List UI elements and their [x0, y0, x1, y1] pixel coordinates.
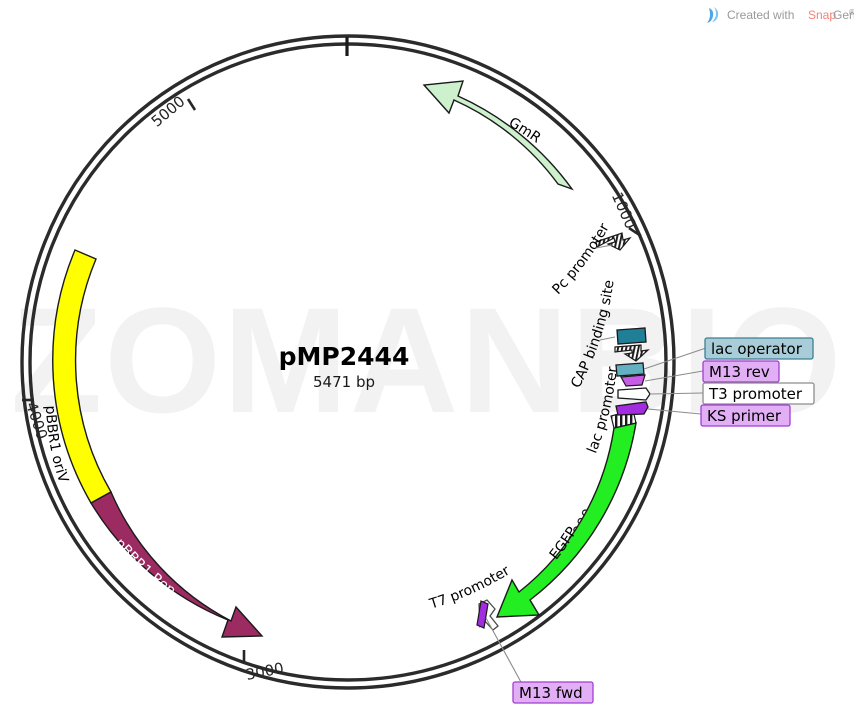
feature-cap-binding-site[interactable]: [616, 327, 647, 345]
snapgene-attribution: Created with Snap Gene ®: [707, 7, 854, 23]
callout-label-m13-fwd: M13 fwd: [519, 684, 583, 702]
leader-cap-binding-site-internal: [599, 336, 616, 341]
feature-m13-fwd[interactable]: [476, 600, 489, 629]
snapgene-logo-icon: [707, 7, 719, 23]
callout-label-lac-operator: lac operator: [711, 340, 803, 358]
feature-gmr[interactable]: GmR: [422, 80, 574, 191]
plasmid-name: pMP2444: [279, 342, 410, 371]
feature-pbbr1-rep[interactable]: pBBR1 Rep: [90, 491, 264, 638]
callout-label-ks-primer: KS primer: [707, 407, 782, 425]
attribution-brand-b: Gene: [833, 8, 854, 22]
callout-ks-primer[interactable]: KS primer: [700, 404, 791, 427]
feature-label-t7-promoter: T7 promoter: [427, 563, 513, 613]
callout-label-m13-rev: M13 rev: [709, 363, 770, 381]
feature-pc-promoter-glyph[interactable]: [595, 232, 632, 251]
feature-label-pbbr1-rep: pBBR1 Rep: [111, 535, 178, 599]
callout-lac-operator[interactable]: lac operator: [704, 337, 814, 360]
feature-lac-operator[interactable]: [615, 362, 645, 377]
feature-m13-rev[interactable]: [620, 374, 646, 387]
feature-t3-promoter[interactable]: [617, 387, 651, 401]
attribution-registered-mark: ®: [848, 8, 854, 17]
feature-ks-primer[interactable]: [615, 401, 649, 416]
feature-glyph-stack: [614, 327, 651, 416]
plasmid-size: 5471 bp: [313, 373, 375, 391]
feature-pc-promoter[interactable]: [614, 344, 650, 362]
callout-label-t3-promoter: T3 promoter: [708, 385, 803, 403]
leader-m13-rev: [644, 370, 704, 382]
leader-pc-promoter-internal: [595, 244, 613, 249]
callout-t3-promoter[interactable]: T3 promoter: [702, 382, 815, 405]
attribution-brand-a: Snap: [808, 8, 836, 22]
callout-m13-fwd[interactable]: M13 fwd: [512, 681, 594, 704]
tick-3000: 3000: [242, 650, 285, 684]
attribution-prefix: Created with: [727, 8, 794, 22]
callout-m13-rev[interactable]: M13 rev: [702, 360, 780, 383]
leader-ks-primer: [647, 408, 702, 415]
leader-m13-fwd: [485, 617, 523, 685]
leader-lac-operator: [643, 347, 707, 370]
callout-leader-lines: [485, 244, 707, 685]
leader-t3-promoter: [649, 392, 704, 395]
